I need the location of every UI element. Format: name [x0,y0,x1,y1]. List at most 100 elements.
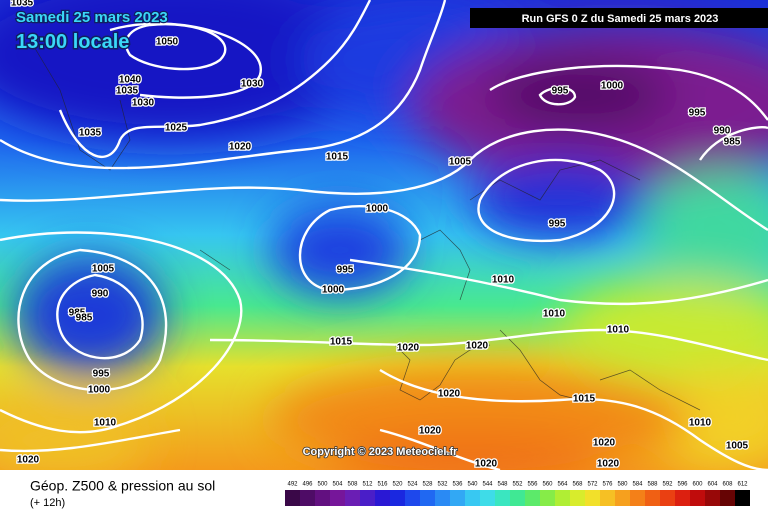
isobar-label: 1040 [119,75,142,86]
isobar-label: 1035 [79,128,102,139]
legend-label: 600 [692,482,703,488]
legend-swatch [300,490,315,506]
isobar-label: 1025 [165,123,188,134]
legend-label: 556 [527,482,538,488]
legend-label: 588 [647,482,658,488]
legend-label: 524 [407,482,418,488]
legend-swatch [420,490,435,506]
legend-swatch [510,490,525,506]
legend-swatch [660,490,675,506]
isobar-label: 1020 [466,341,489,352]
isobar-label: 995 [549,219,566,230]
isobar-label: 1005 [726,441,749,452]
isobar-label: 1035 [116,86,139,97]
legend-swatch [525,490,540,506]
isobar-label: 1010 [543,309,566,320]
legend-swatch [615,490,630,506]
legend-label: 528 [422,482,433,488]
legend-swatch [705,490,720,506]
coastlines [29,39,701,411]
legend-label: 532 [437,482,448,488]
legend-swatch [435,490,450,506]
legend-label: 596 [677,482,688,488]
isobar-label: 1030 [132,98,155,109]
legend-label: 540 [467,482,478,488]
isobar-label: 990 [714,126,731,137]
legend-label: 508 [347,482,358,488]
run-banner [470,8,768,28]
legend-label: 576 [602,482,613,488]
isobar-label: 1015 [326,152,349,163]
isobar-label: 985 [76,313,93,324]
isobar-label: 1010 [607,325,630,336]
legend-label: 496 [302,482,313,488]
isobar-label: 1050 [156,37,179,48]
legend-swatch [285,490,300,506]
isobar-label: 1020 [397,343,420,354]
legend-label: 548 [497,482,508,488]
isobar-label: 1020 [438,389,461,400]
isobar-label: 1030 [241,79,264,90]
isobar-label: 1000 [88,385,111,396]
legend-label: 504 [332,482,343,488]
legend-swatch [720,490,735,506]
legend-label: 516 [377,482,388,488]
legend-swatch [375,490,390,506]
isobar-label: 995 [93,369,110,380]
legend-swatch [450,490,465,506]
isobar-label: 1005 [449,157,472,168]
legend-swatch [390,490,405,506]
legend-swatch [360,490,375,506]
isobar-label: 1010 [492,275,515,286]
local-time: 13:00 locale [16,31,129,53]
legend-label: 592 [662,482,673,488]
legend-label: 536 [452,482,463,488]
color-legend: 492 496 500 504 508 512 516 520 524 528 532 536 540 5… [285,482,750,506]
legend-label: 512 [362,482,373,488]
legend-label: 604 [707,482,718,488]
isobar-label: 985 [69,308,86,319]
legend-swatch [735,490,750,506]
legend-label: 544 [482,482,493,488]
legend-label: 612 [737,482,748,488]
legend-swatch [495,490,510,506]
isobar-label: 990 [92,289,109,300]
date: Samedi 25 mars 2023 [16,9,168,26]
legend-swatch [630,490,645,506]
legend-label: 568 [572,482,583,488]
legend-label: 584 [632,482,643,488]
isobar-label: 1020 [17,455,40,466]
legend-swatch [540,490,555,506]
legend-swatch [465,490,480,506]
isobar-label: 1020 [597,459,620,470]
isobar-labels: 1035105010401035103010301025103510201015… [10,0,750,471]
isobar-label: 1010 [94,418,117,429]
legend-swatch [330,490,345,506]
legend-label: 608 [722,482,733,488]
isobars [0,0,768,470]
legend-label: 492 [287,482,298,488]
legend-label: 564 [557,482,568,488]
legend-label: 572 [587,482,598,488]
legend-label: 500 [317,482,328,488]
isobar-label: 995 [689,108,706,119]
legend-swatch [645,490,660,506]
legend-swatch [570,490,585,506]
legend-label: 560 [542,482,553,488]
copyright: Copyright © 2023 Meteociel.fr [303,446,459,458]
footer-title: Géop. Z500 & pression au sol [30,478,215,494]
isobar-label: 1015 [573,394,596,405]
isobar-label: 1000 [601,81,624,92]
legend-swatch [585,490,600,506]
legend-label: 552 [512,482,523,488]
isobar-label: 1010 [689,418,712,429]
isobar-label: 1000 [366,204,389,215]
legend-swatch [315,490,330,506]
legend-label: 520 [392,482,403,488]
isobar-label: 1020 [593,438,616,449]
isobar-label: 995 [552,86,569,97]
run-info: Run GFS 0 Z du Samedi 25 mars 2023 [522,13,719,25]
isobar-label: 1020 [229,142,252,153]
legend-swatch [675,490,690,506]
